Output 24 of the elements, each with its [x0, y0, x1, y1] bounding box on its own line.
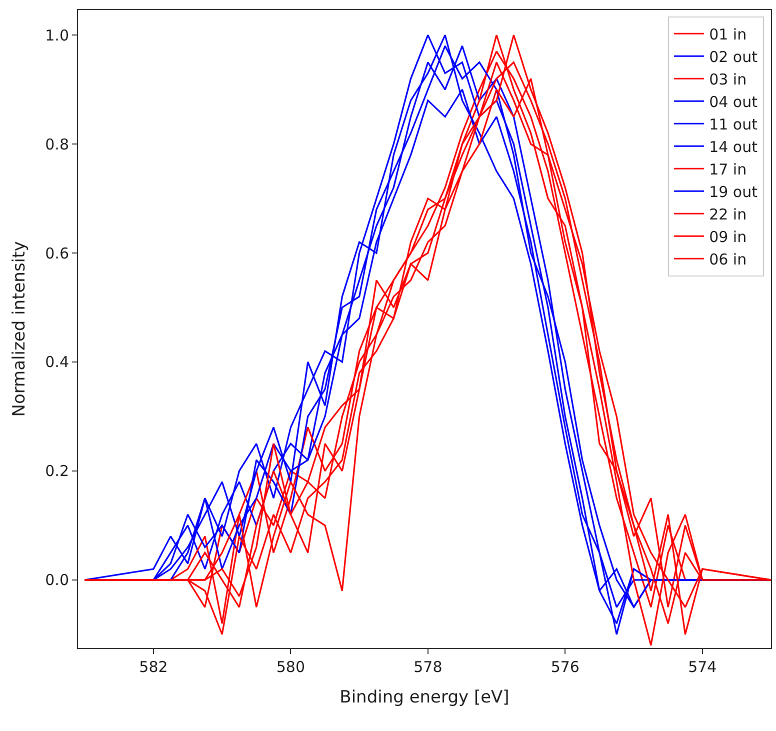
legend-label: 06 in: [709, 250, 747, 268]
legend-label: 03 in: [709, 70, 747, 88]
legend-label: 22 in: [709, 205, 747, 224]
legend-label: 09 in: [709, 228, 747, 246]
legend-label: 19 out: [709, 182, 758, 201]
y-tick-label: 0.8: [45, 135, 69, 154]
legend-label: 01 in: [709, 25, 747, 44]
y-tick-label: 1.0: [45, 26, 69, 44]
y-tick-label: 0.6: [45, 244, 69, 262]
x-tick-label: 574: [688, 658, 717, 676]
x-tick-label: 578: [414, 658, 442, 676]
x-tick-label: 580: [276, 658, 306, 676]
legend-label: 11 out: [709, 115, 758, 134]
x-tick-label: 576: [550, 658, 580, 676]
legend-label: 02 out: [709, 48, 758, 66]
legend-label: 17 in: [709, 160, 747, 178]
y-tick-label: 0.2: [45, 462, 69, 480]
x-tick-label: 582: [139, 658, 168, 676]
legend-label: 14 out: [709, 138, 758, 156]
legend-label: 04 out: [709, 92, 758, 111]
y-axis-title: Normalized intensity: [10, 241, 30, 417]
y-tick-label: 0.4: [45, 353, 69, 372]
x-axis-title: Binding energy [eV]: [340, 687, 510, 708]
y-tick-label: 0.0: [45, 571, 69, 590]
